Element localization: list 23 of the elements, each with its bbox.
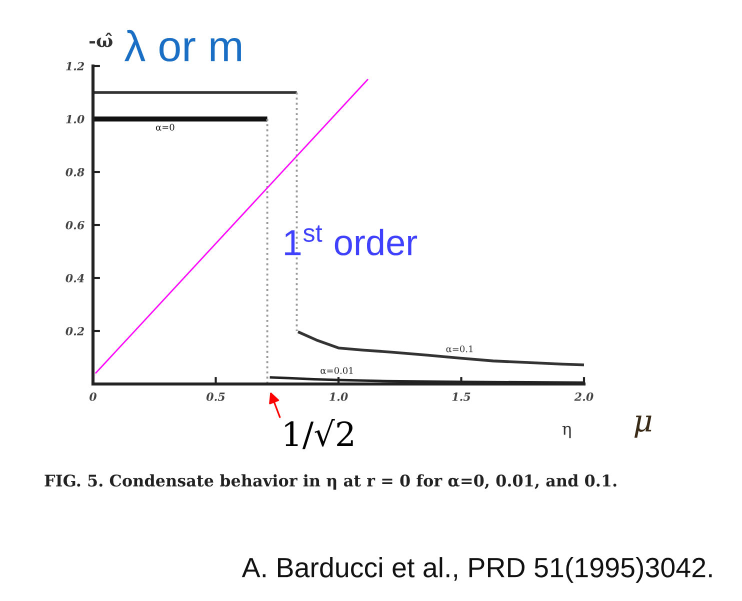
x-tick-label: 0 — [90, 392, 96, 401]
y-tick-label: 0.6 — [66, 220, 84, 230]
y-axis-title: -ω̂ — [89, 32, 112, 48]
series-label: α=0.01 — [320, 367, 353, 374]
x-tick-label: 1.0 — [330, 392, 348, 401]
series-label: α=0 — [156, 124, 174, 131]
annotation: 1$^{st}$ order — [285, 225, 418, 256]
x-tick-label: 0.5 — [206, 392, 225, 401]
y-tick-label: 0.8 — [66, 168, 84, 176]
text: A. Barducci et al., PRD 51(1995)3042. — [242, 557, 712, 583]
y-tick-label: 0.4 — [66, 274, 84, 282]
text: μ — [634, 416, 652, 438]
y-tick-label: 0.2 — [66, 326, 84, 336]
y-tick-label: 1.2 — [66, 62, 84, 70]
x-axis-title: η — [562, 426, 571, 438]
x-tick-label: 1.5 — [452, 392, 470, 401]
series-label: α=0.1 — [446, 345, 473, 352]
y-tick-label: 1.0 — [66, 114, 84, 124]
annotation: 1/√2 — [285, 418, 353, 450]
caption: FIG. 5. Condensate behavior in η at r = 0 for α=0, 0.01, and 0.1. — [44, 474, 616, 490]
x-tick-label: 2.0 — [574, 392, 594, 401]
line-series — [296, 330, 586, 366]
text: λ or m — [124, 30, 241, 62]
